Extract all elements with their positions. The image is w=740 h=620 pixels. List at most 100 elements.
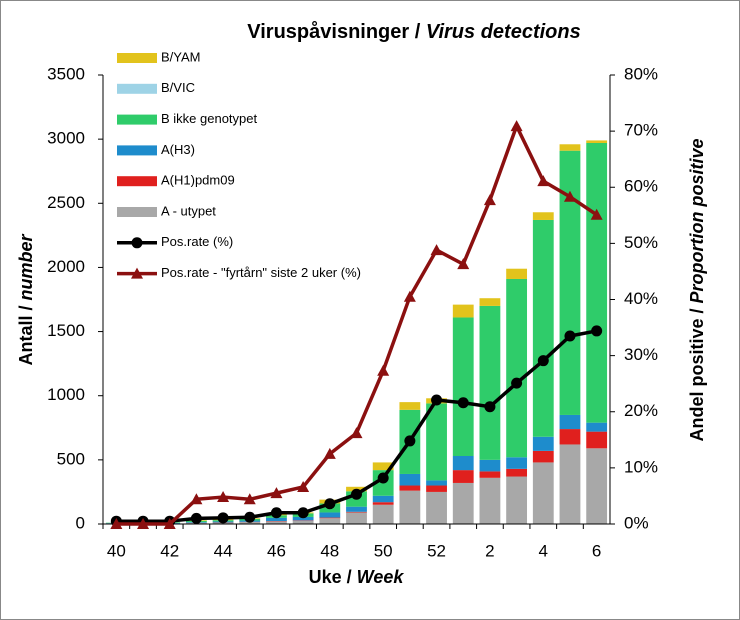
bar-segment — [426, 485, 447, 492]
line-marker — [403, 290, 416, 302]
line-marker — [297, 507, 309, 519]
legend-label: A(H1)pdm09 — [161, 173, 235, 188]
y-tick-label: 500 — [57, 449, 85, 468]
legend-marker — [131, 237, 143, 249]
y-tick-label: 2000 — [47, 257, 85, 276]
y-tick-label: 1000 — [47, 385, 85, 404]
line-marker — [243, 493, 256, 505]
line-marker — [217, 491, 230, 503]
bar-segment — [586, 448, 608, 524]
line-marker — [511, 377, 523, 389]
bar-segment — [372, 462, 394, 471]
title-main: Viruspåvisninger / — [247, 20, 420, 43]
y-axis-title: Antall / number — [16, 233, 36, 365]
bar-segment — [532, 219, 554, 437]
y-label-italic: number — [16, 233, 36, 300]
legend-label: A(H3) — [161, 142, 195, 157]
bar-segment — [479, 477, 501, 524]
bar-segment — [399, 473, 421, 486]
bar-segment — [372, 495, 394, 503]
bar-segment — [239, 522, 261, 524]
y2-tick-label: 20% — [624, 401, 658, 420]
line-marker — [377, 472, 389, 484]
legend-label: A - utypet — [161, 203, 216, 218]
x-tick-label: 52 — [427, 541, 446, 560]
line-marker — [217, 512, 229, 524]
y2-tick-label: 60% — [624, 177, 658, 196]
bar-segment — [586, 422, 608, 432]
bar-segment — [452, 470, 474, 483]
bar-segment — [532, 436, 554, 451]
bar-segment — [479, 305, 501, 460]
y2-tick-label: 70% — [624, 121, 658, 140]
y-tick-label: 2500 — [47, 193, 85, 212]
line-marker — [457, 397, 469, 409]
line-marker — [270, 487, 283, 499]
bar-segment — [399, 402, 421, 410]
y2-axis-title: Andel positive / Proportion positive — [687, 138, 707, 441]
y-label-main: Antall / — [16, 306, 36, 366]
bar-segment — [212, 522, 234, 524]
legend-label: Pos.rate - "fyrtårn" siste 2 uker (%) — [161, 265, 361, 280]
legend-swatch — [117, 53, 157, 63]
line-marker — [351, 488, 362, 500]
y-tick-label: 3000 — [47, 129, 85, 148]
bar-segment — [479, 298, 501, 306]
y2-tick-label: 0% — [624, 513, 649, 532]
line-marker — [431, 394, 443, 406]
bar-segment — [532, 450, 554, 463]
bar-segment — [319, 518, 341, 524]
bar-segment — [506, 268, 528, 279]
bar-segment — [559, 444, 581, 524]
bar-segment — [426, 403, 447, 481]
y-tick-label: 0 — [76, 513, 85, 532]
legend-label: B ikke genotypet — [161, 111, 258, 126]
legend-swatch — [117, 176, 157, 187]
bar-segment — [506, 457, 528, 469]
line-marker — [591, 325, 603, 337]
legend-label: Pos.rate (%) — [161, 234, 233, 249]
bar-segment — [586, 431, 608, 449]
line-marker — [297, 480, 310, 492]
bar-segment — [372, 502, 394, 505]
bar-segment — [559, 150, 581, 415]
line-marker — [564, 330, 576, 342]
line-marker — [324, 498, 336, 510]
line-marker — [510, 120, 523, 132]
bar-segment — [586, 142, 608, 423]
bar-segment — [559, 144, 581, 151]
bar-segment — [452, 456, 474, 471]
bar-segment — [346, 511, 367, 513]
bar-segment — [452, 317, 474, 457]
x-tick-label: 4 — [539, 541, 548, 560]
bar-segment — [292, 516, 314, 521]
line-marker — [190, 493, 203, 505]
x-axis-title: Uke / Week — [309, 567, 405, 587]
line-marker — [404, 435, 416, 447]
bar-segment — [532, 212, 554, 220]
bar-segment — [479, 471, 501, 478]
line-marker — [484, 401, 496, 413]
y2-label-italic: Proportion positive — [687, 138, 707, 303]
line-marker — [270, 507, 282, 519]
line-marker — [537, 175, 550, 187]
legend-label: B/VIC — [161, 80, 195, 95]
line-marker — [163, 518, 176, 529]
x-tick-label: 42 — [160, 541, 179, 560]
line-marker — [483, 194, 496, 206]
legend-label: B/YAM — [161, 49, 201, 64]
line-marker — [457, 258, 470, 270]
bar-segment — [452, 304, 474, 318]
line-marker — [110, 518, 123, 529]
y2-tick-label: 30% — [624, 345, 658, 364]
x-tick-label: 6 — [592, 541, 601, 560]
bar-segment — [346, 506, 367, 512]
y-tick-label: 3500 — [47, 64, 85, 83]
y2-tick-label: 50% — [624, 233, 658, 252]
line-marker — [430, 244, 443, 256]
line-marker — [190, 512, 202, 524]
bar-segment — [399, 490, 421, 524]
bar-segment — [506, 468, 528, 477]
